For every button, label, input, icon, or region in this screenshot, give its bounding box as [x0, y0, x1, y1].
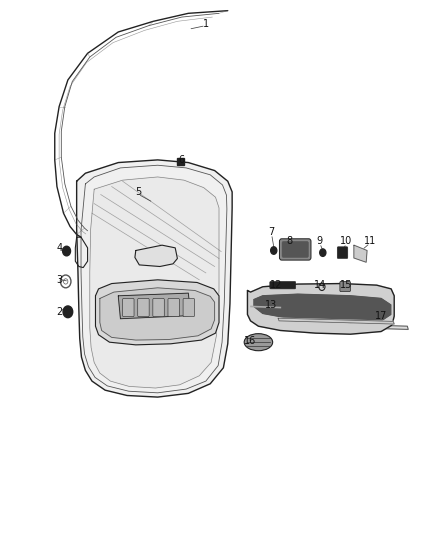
FancyBboxPatch shape: [340, 281, 350, 292]
Text: 6: 6: [179, 155, 185, 165]
Polygon shape: [247, 284, 394, 334]
Polygon shape: [135, 245, 177, 266]
Polygon shape: [354, 245, 367, 262]
Polygon shape: [278, 318, 394, 324]
Polygon shape: [254, 294, 391, 322]
Circle shape: [271, 247, 277, 254]
FancyBboxPatch shape: [270, 281, 296, 289]
Text: 3: 3: [56, 275, 62, 285]
Bar: [177, 158, 184, 165]
Polygon shape: [118, 293, 191, 319]
FancyBboxPatch shape: [168, 298, 180, 317]
Text: 11: 11: [364, 236, 376, 246]
FancyBboxPatch shape: [138, 298, 149, 317]
Text: 2: 2: [56, 307, 62, 317]
Ellipse shape: [244, 334, 272, 351]
FancyBboxPatch shape: [282, 241, 308, 257]
Text: 7: 7: [268, 227, 275, 237]
FancyBboxPatch shape: [153, 298, 164, 317]
FancyBboxPatch shape: [279, 239, 311, 260]
Polygon shape: [95, 280, 219, 345]
Text: 4: 4: [56, 243, 62, 253]
Polygon shape: [90, 177, 219, 388]
Text: 12: 12: [270, 280, 282, 290]
Text: 17: 17: [375, 311, 387, 320]
Text: 10: 10: [340, 236, 352, 246]
Text: 1: 1: [203, 19, 209, 29]
Text: 13: 13: [265, 300, 278, 310]
Text: 14: 14: [314, 280, 326, 290]
Polygon shape: [77, 160, 232, 397]
Circle shape: [320, 249, 326, 256]
FancyBboxPatch shape: [337, 247, 348, 259]
FancyBboxPatch shape: [123, 298, 134, 317]
Text: 16: 16: [244, 336, 256, 346]
Polygon shape: [280, 322, 408, 329]
Text: 8: 8: [286, 236, 292, 246]
Text: 5: 5: [135, 187, 141, 197]
Text: 9: 9: [317, 236, 323, 246]
Text: 15: 15: [340, 280, 352, 290]
FancyBboxPatch shape: [183, 298, 194, 317]
Polygon shape: [100, 288, 215, 340]
Circle shape: [63, 306, 73, 318]
Circle shape: [63, 246, 71, 256]
